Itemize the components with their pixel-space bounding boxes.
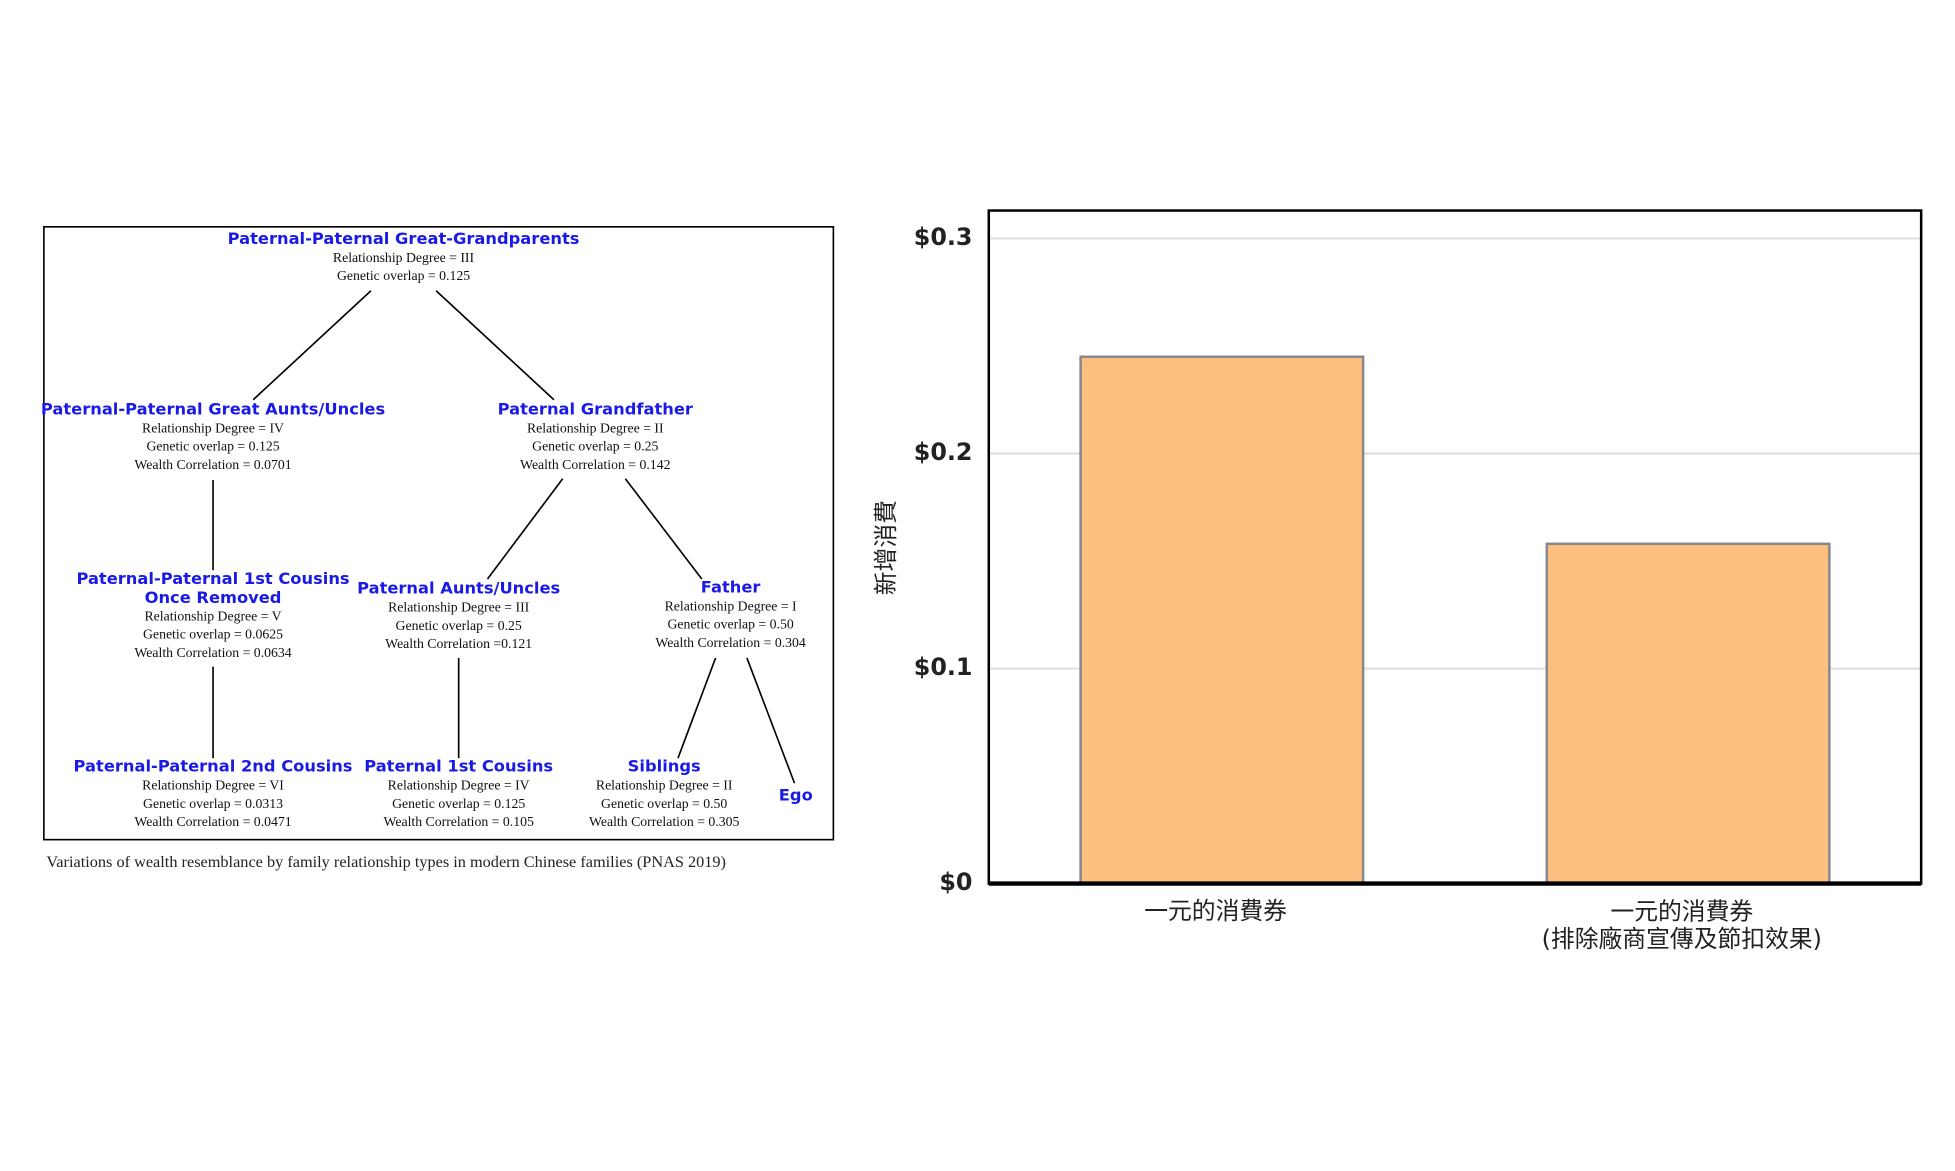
node-detail: Relationship Degree = II	[596, 778, 733, 793]
node-title: Paternal Aunts/Uncles	[357, 579, 560, 598]
node-detail: Genetic overlap = 0.0625	[143, 627, 283, 642]
node-detail: Relationship Degree = III	[333, 250, 475, 265]
node-detail: Wealth Correlation =0.121	[385, 636, 532, 651]
node-detail: Wealth Correlation = 0.0701	[134, 457, 291, 472]
node-title: Paternal Grandfather	[498, 399, 693, 418]
x-tick-label: 一元的消費券(排除廠商宣傳及節扣效果)	[1542, 897, 1822, 953]
diagram-frame	[43, 226, 835, 841]
node-title: Ego	[779, 785, 813, 804]
node-detail: Wealth Correlation = 0.142	[520, 457, 671, 472]
node-detail: Genetic overlap = 0.0313	[143, 796, 283, 811]
node-detail: Genetic overlap = 0.125	[337, 268, 470, 283]
y-axis-title: 新增消費	[872, 500, 900, 595]
node-title: Paternal-Paternal 1st Cousins Once Remove…	[76, 568, 349, 606]
node-detail: Genetic overlap = 0.50	[601, 796, 727, 811]
edges	[212, 290, 796, 784]
x-tick-label: 一元的消費券	[1144, 897, 1287, 925]
node-detail: Relationship Degree = II	[527, 420, 664, 435]
edge	[624, 478, 703, 580]
node-title: Paternal 1st Cousins	[364, 756, 553, 775]
caption: Variations of wealth resemblance by fami…	[46, 852, 726, 871]
node-detail: Genetic overlap = 0.125	[392, 796, 525, 811]
node-detail: Wealth Correlation = 0.305	[589, 814, 740, 829]
edge	[435, 290, 555, 401]
node-title: Paternal-Paternal Great Aunts/Uncles	[41, 399, 385, 418]
node-title: Father	[701, 577, 761, 596]
edge	[677, 657, 717, 759]
node-detail: Genetic overlap = 0.125	[146, 439, 279, 454]
y-tick-label: $0.3	[914, 223, 973, 251]
y-tick-label: $0.2	[914, 438, 973, 466]
bar	[1079, 355, 1365, 885]
edge	[486, 478, 564, 580]
bar	[1545, 542, 1831, 885]
node-detail: Genetic overlap = 0.25	[532, 439, 658, 454]
node-title: Paternal-Paternal Great-Grandparents	[228, 229, 580, 248]
node-detail: Relationship Degree = VI	[142, 778, 284, 793]
y-tick-label: $0.1	[914, 653, 973, 681]
node-detail: Relationship Degree = IV	[388, 778, 530, 793]
node-detail: Wealth Correlation = 0.0634	[134, 645, 291, 660]
node-detail: Relationship Degree = I	[665, 598, 797, 613]
node-detail: Wealth Correlation = 0.304	[655, 635, 806, 650]
edge	[252, 290, 372, 401]
node-title: Paternal-Paternal 2nd Cousins	[74, 756, 353, 775]
node-detail: Wealth Correlation = 0.105	[383, 814, 534, 829]
node-title: Siblings	[628, 756, 701, 775]
node-detail: Genetic overlap = 0.50	[667, 617, 793, 632]
edge	[746, 657, 796, 784]
node-detail: Relationship Degree = IV	[142, 420, 284, 435]
node-detail: Relationship Degree = III	[388, 600, 530, 615]
node-detail: Wealth Correlation = 0.0471	[134, 814, 291, 829]
node-detail: Relationship Degree = V	[144, 608, 281, 623]
node-detail: Genetic overlap = 0.25	[396, 618, 522, 633]
y-tick-label: $0	[939, 868, 972, 896]
